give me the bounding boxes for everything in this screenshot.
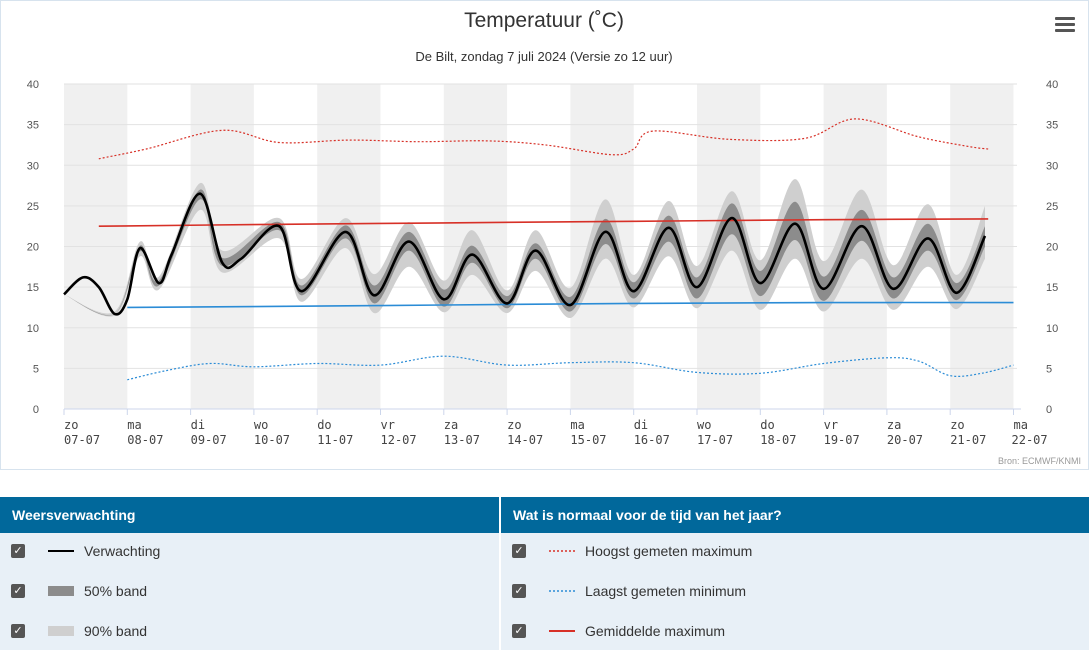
x-tick-date-label: 19-07 bbox=[824, 433, 860, 447]
x-tick-date-label: 22-07 bbox=[1012, 433, 1048, 447]
x-tick-day-label: zo bbox=[64, 418, 78, 432]
blue-dotted-line-symbol-icon bbox=[549, 590, 575, 592]
hamburger-menu-icon[interactable] bbox=[1055, 17, 1075, 33]
x-tick-day-label: za bbox=[887, 418, 901, 432]
x-tick-day-label: di bbox=[191, 418, 205, 432]
x-tick-date-label: 08-07 bbox=[127, 433, 163, 447]
legend-item-90-band[interactable]: ✓ 90% band bbox=[0, 613, 499, 653]
y-tick-label-right: 10 bbox=[1046, 323, 1058, 335]
chart-container: 0 0 5 5 10 10 15 15 20 20 25 25 30 30 35 35 40 40 zo 07-07 m… bbox=[0, 0, 1089, 470]
x-tick-day-label: ma bbox=[127, 418, 141, 432]
x-tick-date-label: 18-07 bbox=[760, 433, 796, 447]
checkbox-90-band[interactable]: ✓ bbox=[11, 624, 25, 638]
y-tick-label-left: 10 bbox=[27, 323, 39, 335]
y-tick-label-right: 5 bbox=[1046, 363, 1052, 375]
band-50-area bbox=[64, 189, 985, 316]
x-tick-date-label: 20-07 bbox=[887, 433, 923, 447]
checkbox-verwachting[interactable]: ✓ bbox=[11, 544, 25, 558]
chart-subtitle: De Bilt, zondag 7 juli 2024 (Versie zo 1… bbox=[415, 49, 672, 64]
legend-forecast-header: Weersverwachting bbox=[0, 497, 499, 533]
x-tick-date-label: 21-07 bbox=[950, 433, 986, 447]
series-verwachting bbox=[63, 192, 987, 316]
y-tick-label-left: 20 bbox=[27, 242, 39, 254]
x-tick-day-label: do bbox=[760, 418, 774, 432]
legend-item-gemiddelde-maximum[interactable]: ✓ Gemiddelde maximum bbox=[501, 613, 1089, 653]
x-tick-day-label: zo bbox=[507, 418, 521, 432]
y-tick-label-right: 35 bbox=[1046, 120, 1058, 132]
red-solid-line-symbol-icon bbox=[549, 630, 575, 632]
legend-normals-column: Wat is normaal voor de tijd van het jaar… bbox=[501, 497, 1089, 650]
y-tick-label-left: 25 bbox=[27, 201, 39, 213]
x-tick-date-label: 12-07 bbox=[381, 433, 417, 447]
y-tick-label-left: 0 bbox=[33, 404, 39, 416]
x-tick-day-label: di bbox=[634, 418, 648, 432]
legend-label: Hoogst gemeten maximum bbox=[585, 543, 753, 559]
black-line-symbol-icon bbox=[48, 550, 74, 552]
x-tick-day-label: zo bbox=[950, 418, 964, 432]
x-tick-day-label: vr bbox=[824, 418, 838, 432]
y-tick-label-right: 20 bbox=[1046, 242, 1058, 254]
y-tick-label-left: 30 bbox=[27, 160, 39, 172]
x-tick-date-label: 10-07 bbox=[254, 433, 290, 447]
dark-band-symbol-icon bbox=[48, 586, 74, 596]
series-gemiddelde-maximum bbox=[98, 218, 989, 227]
chart-title: Temperatuur (˚C) bbox=[464, 9, 624, 32]
x-tick-day-label: ma bbox=[570, 418, 584, 432]
legend-item-verwachting[interactable]: ✓ Verwachting bbox=[0, 533, 499, 573]
x-tick-day-label: do bbox=[317, 418, 331, 432]
checkbox-laagst-minimum[interactable]: ✓ bbox=[512, 584, 526, 598]
y-tick-label-right: 0 bbox=[1046, 404, 1052, 416]
legend-label: Laagst gemeten minimum bbox=[585, 583, 747, 599]
legend-item-50-band[interactable]: ✓ 50% band bbox=[0, 573, 499, 613]
legend-label: Gemiddelde maximum bbox=[585, 623, 726, 639]
x-tick-date-label: 11-07 bbox=[317, 433, 353, 447]
y-tick-label-right: 25 bbox=[1046, 201, 1058, 213]
y-tick-label-left: 5 bbox=[33, 363, 39, 375]
legend-label: 50% band bbox=[84, 583, 148, 599]
series-laagst-gemeten-minimum bbox=[127, 355, 1014, 381]
x-tick-date-label: 17-07 bbox=[697, 433, 733, 447]
checkbox-50-band[interactable]: ✓ bbox=[11, 584, 25, 598]
series-gemiddelde-minimum bbox=[127, 301, 1014, 309]
x-tick-date-label: 15-07 bbox=[570, 433, 606, 447]
legend-table: Weersverwachting ✓ Verwachting ✓ 50% ban… bbox=[0, 497, 1089, 650]
x-tick-day-label: wo bbox=[254, 418, 268, 432]
y-tick-label-left: 15 bbox=[27, 282, 39, 294]
legend-item-hoogst-maximum[interactable]: ✓ Hoogst gemeten maximum bbox=[501, 533, 1089, 573]
chart-credit: Bron: ECMWF/KNMI bbox=[998, 456, 1081, 466]
legend-label: 90% band bbox=[84, 623, 148, 639]
y-tick-label-left: 35 bbox=[27, 120, 39, 132]
light-band-symbol-icon bbox=[48, 626, 74, 636]
x-tick-date-label: 09-07 bbox=[191, 433, 227, 447]
y-tick-label-right: 30 bbox=[1046, 160, 1058, 172]
x-tick-day-label: wo bbox=[697, 418, 711, 432]
legend-normals-header: Wat is normaal voor de tijd van het jaar… bbox=[501, 497, 1089, 533]
x-tick-date-label: 07-07 bbox=[64, 433, 100, 447]
x-tick-day-label: ma bbox=[1014, 418, 1028, 432]
x-tick-date-label: 13-07 bbox=[444, 433, 480, 447]
x-tick-day-label: vr bbox=[381, 418, 395, 432]
checkbox-hoogst-maximum[interactable]: ✓ bbox=[512, 544, 526, 558]
legend-label: Verwachting bbox=[84, 543, 161, 559]
legend-divider bbox=[499, 497, 501, 650]
x-tick-date-label: 16-07 bbox=[634, 433, 670, 447]
legend-forecast-column: Weersverwachting ✓ Verwachting ✓ 50% ban… bbox=[0, 497, 499, 650]
y-tick-label-right: 40 bbox=[1046, 79, 1058, 91]
checkbox-gemiddelde-maximum[interactable]: ✓ bbox=[512, 624, 526, 638]
x-tick-day-label: za bbox=[444, 418, 458, 432]
x-tick-date-label: 14-07 bbox=[507, 433, 543, 447]
y-tick-label-left: 40 bbox=[27, 79, 39, 91]
red-dotted-line-symbol-icon bbox=[549, 550, 575, 552]
y-tick-label-right: 15 bbox=[1046, 282, 1058, 294]
legend-item-laagst-minimum[interactable]: ✓ Laagst gemeten minimum bbox=[501, 573, 1089, 613]
